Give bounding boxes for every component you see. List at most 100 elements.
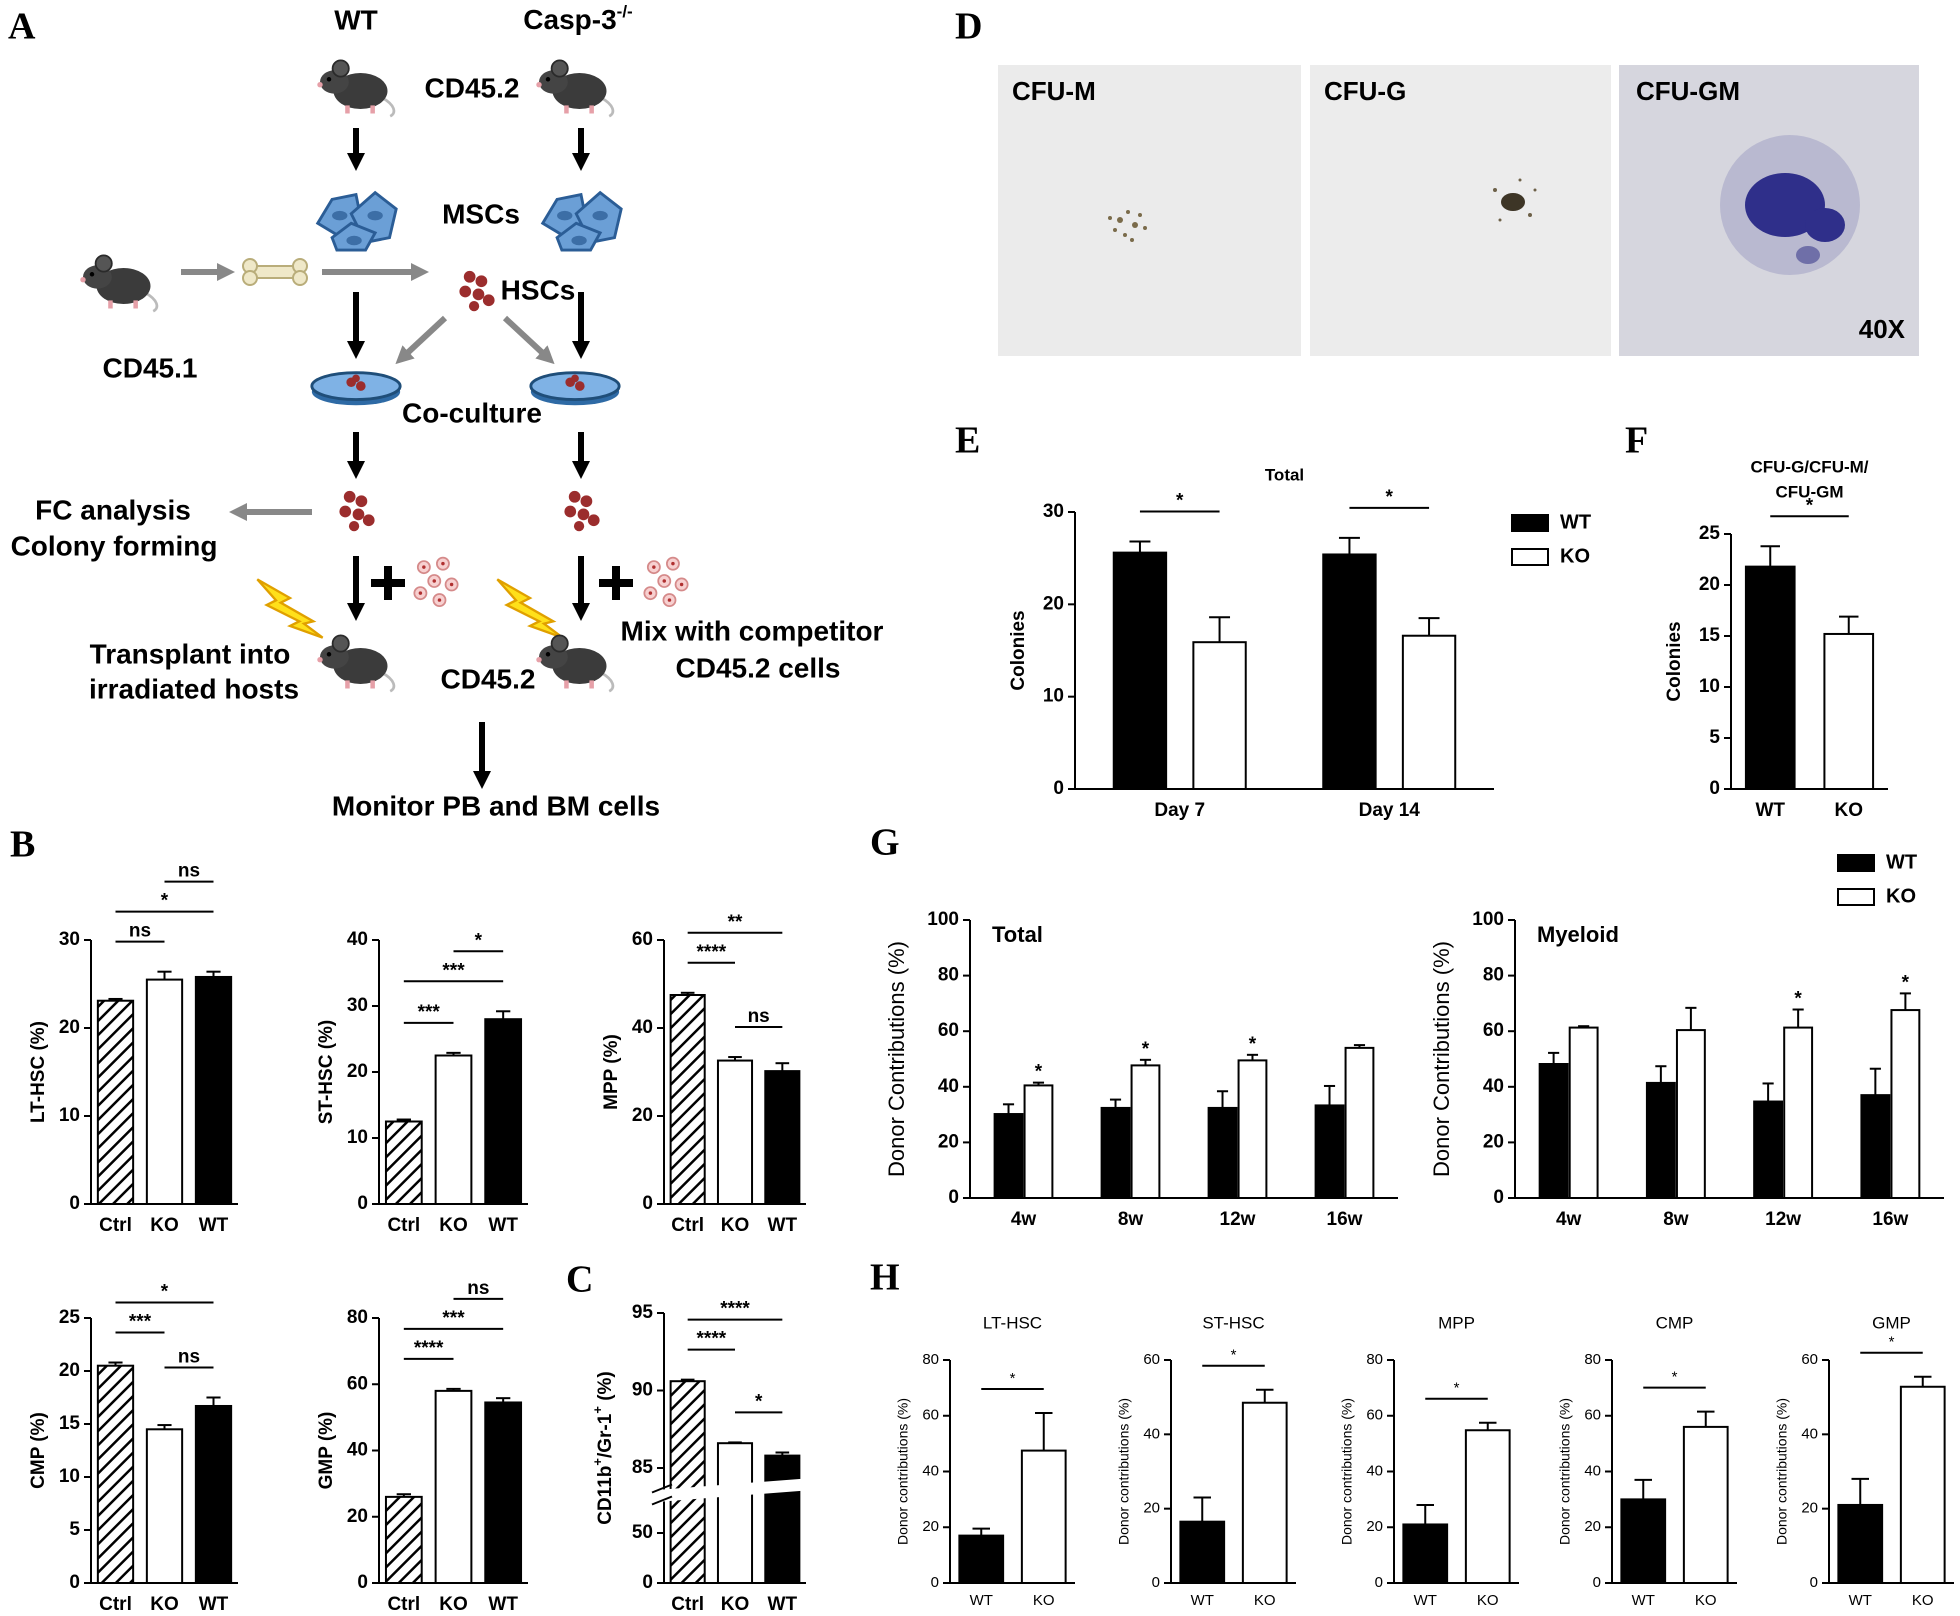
chart: 0 20 40 60 Donor contributions (%) GMP WT KO * [1774, 1313, 1954, 1609]
casp3-superscript: -/- [617, 2, 633, 21]
y-tick-label: 40 [632, 1017, 653, 1038]
bar [1783, 1026, 1814, 1200]
micrograph-label: CFU-G [1324, 76, 1406, 106]
bar [1130, 1064, 1161, 1200]
chart: 0 20 40 60 Donor contributions (%) ST-HSC WT KO… [1116, 1313, 1296, 1609]
significance-label: *** [129, 1312, 152, 1333]
chart-title: CFU-GM [1776, 482, 1844, 501]
y-axis-label-part: + [590, 1406, 605, 1414]
x-tick-label: Day 7 [1154, 800, 1205, 821]
significance-label: * [1231, 1347, 1237, 1364]
cd45-2-label: CD45.2 [425, 72, 520, 103]
x-tick-label: KO [150, 1594, 179, 1615]
micrograph-label: CFU-GM [1636, 76, 1740, 106]
x-tick-label: 16w [1327, 1209, 1363, 1230]
y-tick-label: 80 [1584, 1351, 1601, 1368]
y-tick-label: 60 [1584, 1407, 1601, 1424]
bar [1890, 1009, 1921, 1200]
bar [993, 1113, 1024, 1199]
y-tick-label: 15 [1699, 625, 1721, 646]
x-tick-label: WT [1755, 800, 1785, 821]
y-tick-label: 20 [347, 1506, 368, 1527]
y-tick-label: 10 [59, 1466, 80, 1487]
x-tick-label: WT [1632, 1592, 1655, 1609]
significance-label: * [1249, 1034, 1257, 1055]
x-tick-label: KO [1033, 1592, 1055, 1609]
x-tick-label: 12w [1220, 1209, 1256, 1230]
msc-icon [541, 191, 623, 252]
chart: 0 20 40 60 80 100 Donor Contributions (%) Total… [884, 909, 1398, 1230]
cell-icon [339, 490, 375, 532]
competitor-icon [643, 556, 689, 607]
legend-swatch [1511, 514, 1549, 532]
bar [1744, 565, 1796, 791]
dish-icon [310, 371, 402, 407]
bar [384, 1495, 423, 1584]
y-axis-label: Donor Contributions (%) [884, 941, 909, 1177]
colony [1720, 135, 1860, 275]
bar [1237, 1059, 1268, 1200]
x-tick-label: WT [970, 1592, 993, 1609]
panel-label: B [10, 824, 35, 866]
mix-label: Mix with competitor [621, 615, 884, 646]
cd45-1-label: CD45.1 [103, 352, 198, 383]
x-tick-label: KO [439, 1215, 468, 1236]
x-tick-label: 8w [1663, 1209, 1689, 1230]
bar [669, 994, 706, 1205]
bar [484, 1018, 523, 1206]
axis-break-mark [651, 1483, 673, 1494]
mscs-label: MSCs [442, 198, 520, 229]
y-tick-label: 0 [1152, 1574, 1160, 1591]
y-tick-label: 25 [59, 1307, 81, 1328]
significance-label: * [1454, 1380, 1460, 1397]
chart: 0 20 40 60 80 Donor contributions (%) MPP WT KO * [1339, 1313, 1519, 1609]
x-tick-label: WT [488, 1594, 518, 1615]
panel-label: E [955, 420, 980, 462]
significance-label: * [1794, 989, 1802, 1010]
plus-icon [371, 566, 633, 600]
bar [1112, 551, 1168, 790]
significance-label: ** [728, 912, 743, 933]
mouse-icon [534, 59, 615, 118]
y-tick-label: 80 [1366, 1351, 1383, 1368]
y-tick-label: 25 [1699, 523, 1721, 544]
significance-label: **** [697, 1329, 727, 1350]
panel-label: F [1625, 420, 1648, 462]
bar [1402, 1523, 1449, 1585]
y-tick-label: 20 [1801, 1500, 1818, 1517]
y-tick-label: 20 [59, 1360, 80, 1381]
transplant-label: Transplant into [90, 638, 291, 669]
bar [1241, 1401, 1288, 1585]
panel-label: G [870, 822, 900, 864]
y-tick-label: 60 [347, 1373, 368, 1394]
y-tick-label: 80 [1483, 965, 1504, 986]
significance-label: * [1806, 495, 1814, 516]
bar [1860, 1094, 1891, 1200]
y-tick-label: 20 [1483, 1131, 1504, 1152]
bar [1753, 1100, 1784, 1200]
y-axis-label: Donor contributions (%) [1339, 1398, 1355, 1545]
magnification-label: 40X [1859, 314, 1906, 344]
legend-label: KO [1886, 885, 1916, 907]
bar [145, 978, 184, 1205]
y-tick-label: 90 [632, 1380, 653, 1401]
irradiation-icon [496, 577, 565, 640]
bar [1100, 1106, 1131, 1199]
y-tick-label: 60 [1366, 1407, 1383, 1424]
y-tick-label: 20 [1043, 593, 1064, 614]
y-tick-label: 0 [69, 1193, 80, 1214]
coculture-label: Co-culture [402, 397, 542, 428]
transplant-label: irradiated hosts [89, 673, 299, 704]
mouse-icon [534, 634, 615, 693]
chart-title: CFU-G/CFU-M/ [1750, 457, 1868, 476]
panel-label: D [955, 6, 982, 48]
significance-label: * [1386, 487, 1394, 508]
y-axis-label-part: (%) [595, 1371, 616, 1406]
significance-label: ns [748, 1006, 770, 1027]
y-tick-label: 20 [1366, 1518, 1383, 1535]
y-tick-label: 20 [938, 1131, 959, 1152]
y-tick-label: 95 [632, 1302, 654, 1323]
significance-label: * [1176, 491, 1184, 512]
y-tick-label: 30 [59, 929, 80, 950]
